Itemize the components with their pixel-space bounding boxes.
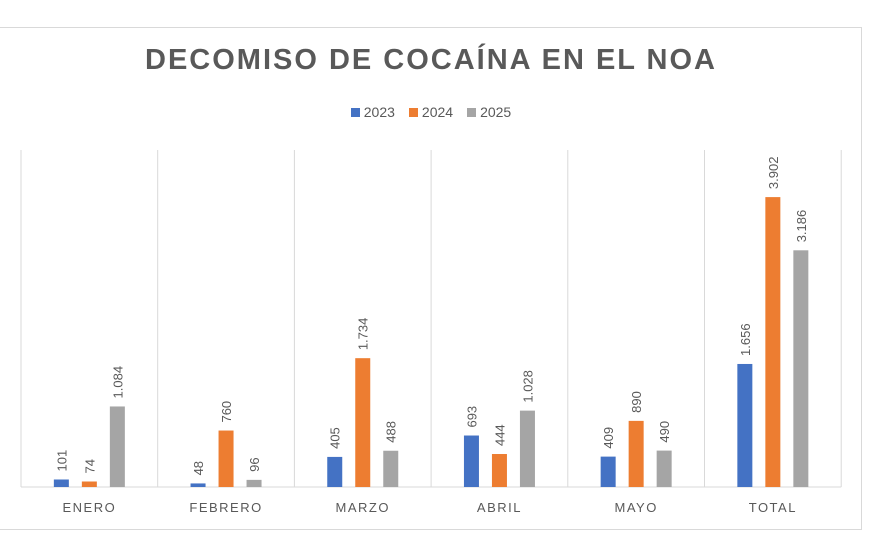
data-label: 1.084 [110, 366, 125, 399]
data-label: 693 [464, 406, 479, 428]
data-label: 74 [82, 459, 97, 473]
legend-label: 2024 [421, 104, 454, 120]
bar-2024-total [765, 197, 781, 488]
legend-item-2023: 2023 [350, 104, 395, 120]
bar-2025-abril [519, 410, 535, 487]
bar-2025-total [793, 250, 809, 487]
bar-2024-febrero [218, 430, 234, 487]
bar-2023-abril [463, 435, 479, 487]
bar-2024-marzo [355, 358, 371, 487]
data-label: 490 [657, 421, 672, 443]
bar-2023-febrero [190, 483, 206, 487]
chart-title: DECOMISO DE COCAÍNA EN EL NOA [145, 44, 717, 76]
data-label: 488 [384, 421, 399, 443]
bar-2025-enero [109, 406, 125, 487]
legend: 2023 2024 2025 [0, 104, 862, 120]
data-label: 1.656 [738, 323, 753, 356]
bar-2025-mayo [656, 450, 672, 487]
x-tick-label: FEBRERO [189, 500, 262, 515]
chart-area [0, 27, 862, 530]
data-label: 890 [629, 391, 644, 413]
x-tick-label: ABRIL [477, 500, 522, 515]
data-label: 444 [492, 424, 507, 446]
data-label: 409 [601, 427, 616, 449]
data-label: 3.186 [794, 210, 809, 243]
legend-item-2025: 2025 [467, 104, 511, 120]
x-tick-label: MARZO [336, 500, 390, 515]
data-label: 96 [247, 457, 262, 471]
legend-label: 2025 [480, 104, 512, 120]
x-tick-label: ENERO [62, 500, 116, 515]
data-label: 101 [54, 450, 69, 472]
x-tick-label: TOTAL [749, 500, 797, 515]
bar-2025-febrero [246, 479, 262, 487]
legend-item-2024: 2024 [408, 104, 454, 120]
bar-2023-total [737, 363, 753, 487]
legend-swatch [408, 107, 418, 117]
bar-2023-mayo [600, 456, 616, 487]
data-label: 3.902 [766, 157, 781, 190]
legend-swatch [350, 107, 360, 117]
legend-swatch [467, 107, 477, 117]
legend-label: 2023 [363, 104, 395, 120]
data-label: 405 [328, 427, 343, 449]
bar-2025-marzo [383, 450, 399, 487]
data-label: 760 [219, 401, 234, 423]
bar-2024-mayo [628, 420, 644, 487]
bar-2024-enero [81, 481, 97, 487]
data-label: 48 [191, 461, 206, 475]
data-label: 1.028 [520, 370, 535, 403]
data-label: 1.734 [356, 318, 371, 351]
bar-2023-marzo [327, 456, 343, 487]
x-tick-label: MAYO [614, 500, 657, 515]
bar-2023-enero [53, 479, 69, 487]
bar-2024-abril [491, 454, 507, 487]
